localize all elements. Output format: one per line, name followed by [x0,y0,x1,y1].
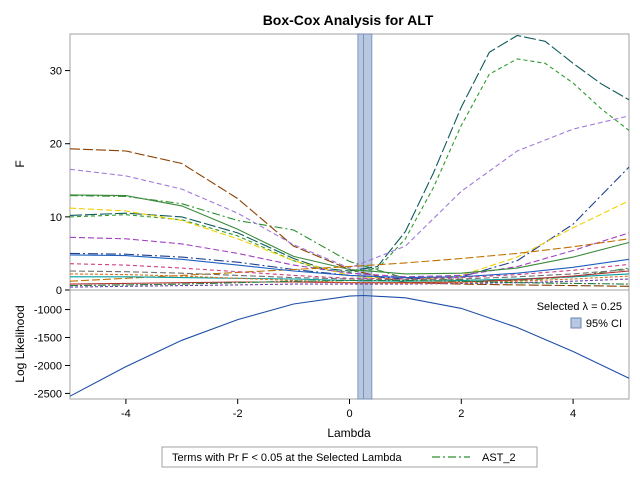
panel0-ytick-label-3: 30 [50,66,62,78]
panel0-series-line-2 [69,34,630,272]
panel0-series-line-4 [69,115,630,269]
panel0-series-line-11 [69,263,630,280]
f-y-axis-label: F [13,160,27,167]
ast2-legend-label: AST_2 [482,452,516,464]
loglik-ci-band [357,289,373,400]
f-ci-band [357,33,373,291]
panel0-series-line-8 [69,194,630,275]
bottom-legend: Terms with Pr F < 0.05 at the Selected L… [161,446,538,468]
f-panel-frame [69,33,630,291]
chart-title: Box-Cox Analysis for ALT [263,12,434,28]
panel0-series-line-14 [69,270,630,285]
bottom-legend-frame [161,446,538,468]
loglik-series-group [69,294,630,397]
ci-legend-label: 95% CI [586,318,622,330]
x-tick-label-2: 0 [346,408,352,420]
loglik-y-axis-label: Log Likelihood [13,305,27,382]
panel0-series-line-3 [69,58,630,273]
f-y-ticks: 0 10 20 30 [50,66,70,297]
panel1-series-line-0 [69,294,630,397]
x-axis-ticks: -4 -2 0 2 4 [121,399,576,420]
f-panel: 0 10 20 30 F [13,33,630,297]
panel0-ytick-label-0: 0 [56,285,62,297]
panel0-series-line-15 [69,278,630,288]
x-tick-label-3: 2 [458,408,464,420]
bottom-legend-caption: Terms with Pr F < 0.05 at the Selected L… [172,452,402,464]
x-tick-label-1: -2 [233,408,243,420]
panel0-series-line-7 [69,232,630,278]
loglik-y-ticks: -2500 -2000 -1500 -1000 [34,305,70,400]
x-tick-label-4: 4 [570,408,576,420]
panel1-ytick-label-0: -2500 [34,388,62,400]
panel1-ytick-label-2: -1500 [34,333,62,345]
f-series-group [69,34,630,288]
x-axis-label: Lambda [327,426,371,440]
selected-lambda-text: Selected λ = 0.25 [537,301,622,313]
ci-legend-swatch [570,317,582,329]
panel1-ytick-label-3: -1000 [34,305,62,317]
panel0-ytick-label-2: 20 [50,139,62,151]
panel0-ytick-label-1: 10 [50,212,62,224]
panel0-series-line-9 [69,238,630,282]
panel0-series-line-0 [69,195,630,282]
loglik-panel: -2500 -2000 -1500 -1000 Log Likelihood Sele… [13,289,630,400]
panel0-series-line-17 [69,279,630,287]
panel0-series-line-16 [69,273,630,284]
panel0-series-line-10 [69,254,630,279]
panel1-ytick-label-1: -2000 [34,360,62,372]
x-tick-label-0: -4 [121,408,131,420]
panel0-series-line-12 [69,268,630,281]
panel0-series-line-5 [69,166,630,280]
